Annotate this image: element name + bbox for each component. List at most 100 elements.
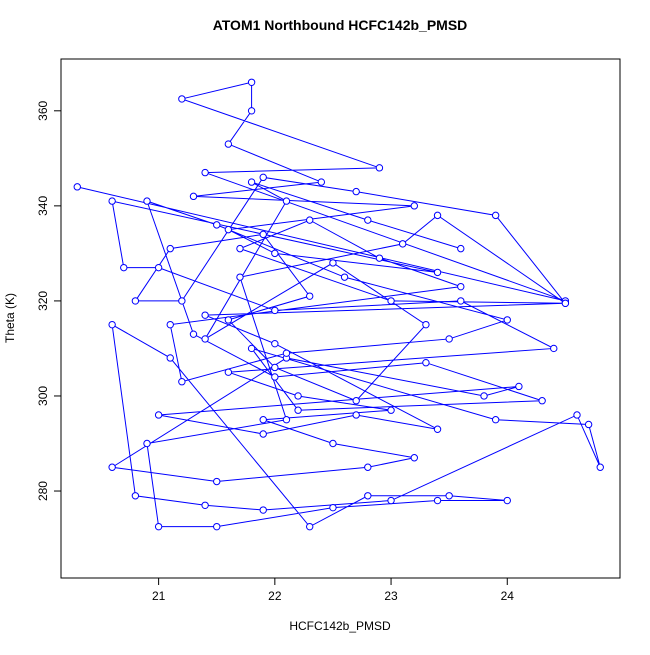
data-point [317,178,326,186]
data-point [178,95,186,103]
y-tick-label: 360 [36,100,50,120]
data-point [247,107,256,115]
data-point [166,244,174,253]
data-point [224,225,233,234]
data-point [108,463,116,471]
data-point [457,244,465,253]
data-point [584,420,593,429]
data-point [282,197,291,205]
data-point [329,439,337,448]
data-point [166,320,174,329]
data-point [259,173,267,182]
data-point [154,411,163,419]
data-point [201,335,209,343]
x-tick-label: 23 [384,589,398,603]
data-point [387,297,395,305]
data-point [213,522,221,531]
data-point [224,140,233,148]
y-axis-label: Theta (K) [3,293,17,343]
data-point [515,382,523,391]
data-point [364,463,372,471]
data-point [108,197,116,205]
data-point [178,297,186,305]
data-point [422,359,430,367]
data-point [259,416,267,424]
data-point [306,522,314,531]
data-point [433,211,442,220]
data-point [247,344,256,353]
data-point [596,463,604,471]
data-point [259,230,267,239]
data-point [433,496,442,505]
data-point [340,273,349,281]
data-point [108,320,116,329]
data-point [364,216,372,224]
data-point [457,282,465,291]
data-point [387,496,395,505]
data-line [77,81,601,528]
data-point [375,254,384,262]
data-point [143,197,151,205]
data-point [422,320,430,329]
data-point [445,335,453,343]
data-point [306,216,314,224]
x-tick-label: 22 [268,589,282,603]
data-point [561,299,570,307]
data-point [73,183,81,191]
y-tick-label: 320 [36,291,50,311]
data-point [213,221,221,229]
data-point [271,339,279,348]
data-point [503,496,511,505]
data-point [457,297,465,305]
data-point [329,503,337,512]
data-point [375,164,384,172]
plot-frame [60,58,621,579]
data-point [189,192,198,201]
data-point [538,397,546,405]
data-point [352,397,360,405]
data-point [224,368,233,376]
data-point [410,454,418,462]
data-point [154,263,163,272]
data-point [491,416,500,424]
data-point [329,259,337,267]
data-point [306,292,314,300]
data-point [189,330,198,338]
data-point [271,249,279,258]
data-point [491,211,500,220]
data-point [259,430,267,438]
data-point [387,406,395,414]
data-point [131,492,140,500]
data-point [247,178,256,186]
data-point [224,316,233,324]
data-point [131,297,140,305]
data-point [178,378,186,386]
data-point [364,492,372,500]
data-point [433,425,442,433]
data-point [573,411,581,419]
data-point [282,416,291,424]
data-point [236,273,244,281]
data-point [503,316,511,324]
y-tick-label: 300 [36,386,50,406]
data-point [271,363,279,372]
data-point [352,411,360,419]
chart-title: ATOM1 Northbound HCFC142b_PMSD [213,17,468,33]
data-point [271,306,279,315]
data-point [398,240,407,248]
data-point [143,439,151,448]
data-point [201,311,209,319]
data-point [410,202,418,210]
data-point [247,78,256,86]
data-point [352,187,360,196]
x-tick-label: 24 [501,589,515,603]
y-tick-label: 340 [36,196,50,216]
data-point [154,522,163,531]
data-point [120,263,128,272]
data-point [259,506,267,514]
x-axis-label: HCFC142b_PMSD [289,619,391,633]
data-point [236,244,244,253]
data-point [433,268,442,277]
